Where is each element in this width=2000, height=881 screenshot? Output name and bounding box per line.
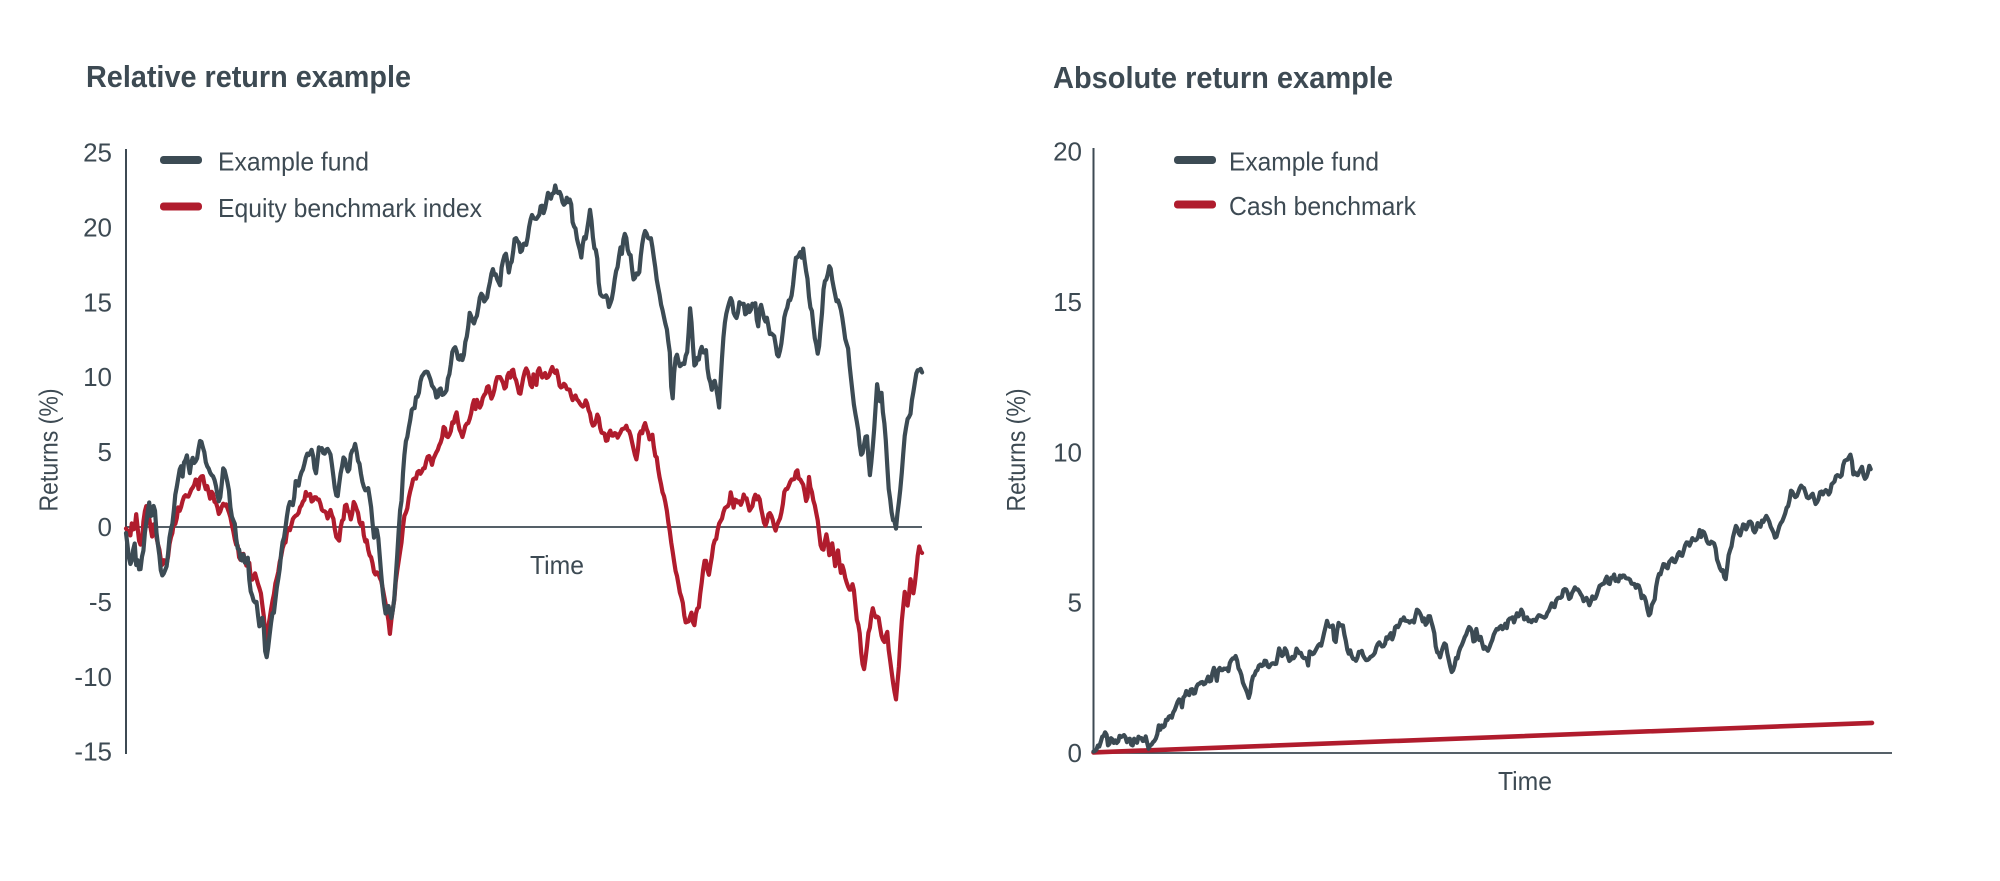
svg-text:Time: Time xyxy=(1498,766,1552,796)
svg-text:15: 15 xyxy=(83,287,112,317)
svg-text:5: 5 xyxy=(1068,588,1082,618)
svg-text:-5: -5 xyxy=(89,587,112,617)
svg-text:20: 20 xyxy=(1053,137,1082,167)
svg-text:-15: -15 xyxy=(74,737,112,767)
svg-text:Returns (%): Returns (%) xyxy=(34,389,64,512)
svg-text:Example fund: Example fund xyxy=(218,147,369,177)
svg-text:15: 15 xyxy=(1053,287,1082,317)
svg-text:5: 5 xyxy=(98,437,112,467)
svg-text:10: 10 xyxy=(1053,437,1082,467)
svg-text:20: 20 xyxy=(83,212,112,242)
svg-text:Absolute return example: Absolute return example xyxy=(1053,60,1393,95)
svg-text:0: 0 xyxy=(98,512,112,542)
svg-text:Relative return example: Relative return example xyxy=(86,59,411,94)
svg-text:-10: -10 xyxy=(74,662,112,692)
svg-text:25: 25 xyxy=(83,138,112,168)
svg-text:0: 0 xyxy=(1068,738,1082,768)
svg-text:Time: Time xyxy=(530,550,584,580)
svg-text:10: 10 xyxy=(83,362,112,392)
svg-text:Equity benchmark index: Equity benchmark index xyxy=(218,193,482,223)
svg-text:Returns (%): Returns (%) xyxy=(1001,389,1031,512)
svg-text:Cash benchmark: Cash benchmark xyxy=(1229,191,1417,221)
svg-text:Example fund: Example fund xyxy=(1229,147,1379,177)
